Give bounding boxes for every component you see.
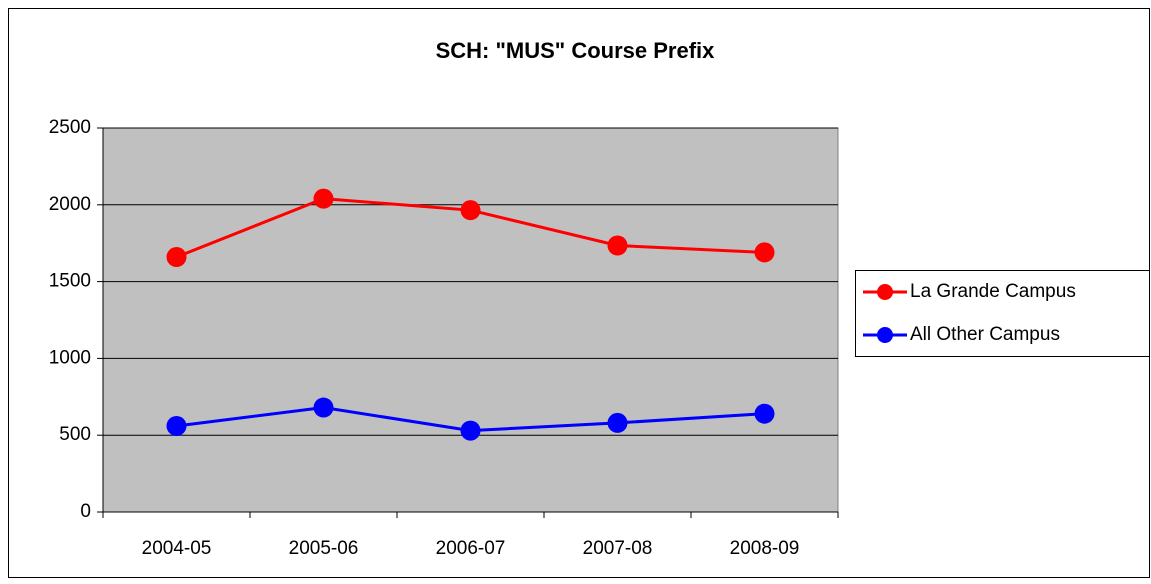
legend-marker — [877, 284, 893, 300]
y-tick-label: 1500 — [49, 271, 91, 292]
y-tick-label: 2500 — [49, 117, 91, 138]
x-tick-label: 2007-08 — [583, 538, 653, 559]
data-point — [313, 188, 334, 209]
data-point — [166, 247, 187, 268]
chart-title: SCH: "MUS" Course Prefix — [436, 38, 716, 63]
y-tick-label: 500 — [59, 424, 91, 445]
y-tick-label: 2000 — [49, 194, 91, 215]
legend-label: All Other Campus — [910, 324, 1060, 345]
x-tick-label: 2006-07 — [436, 538, 506, 559]
legend-label: La Grande Campus — [910, 281, 1076, 302]
x-tick-label: 2004-05 — [142, 538, 212, 559]
data-point — [607, 235, 628, 256]
x-tick-label: 2005-06 — [289, 538, 359, 559]
y-tick-label: 1000 — [49, 347, 91, 368]
legend-box — [855, 270, 1150, 357]
data-point — [460, 200, 481, 221]
plot-area — [102, 127, 839, 513]
y-tick-label: 0 — [80, 501, 91, 522]
data-point — [607, 412, 628, 433]
legend-marker — [877, 327, 893, 343]
data-point — [166, 415, 187, 436]
data-point — [754, 403, 775, 424]
data-point — [313, 397, 334, 418]
data-point — [754, 242, 775, 263]
x-tick-label: 2008-09 — [730, 538, 800, 559]
data-point — [460, 420, 481, 441]
